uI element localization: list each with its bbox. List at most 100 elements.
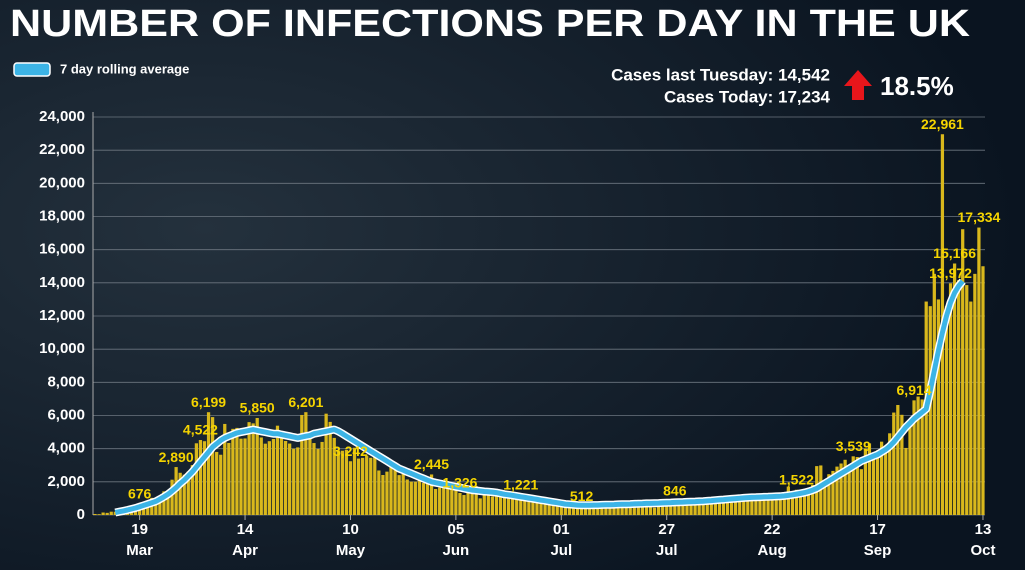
bar <box>162 491 166 515</box>
bar <box>462 495 466 515</box>
bar <box>835 466 839 515</box>
bar <box>713 497 717 515</box>
bar <box>377 470 381 515</box>
bar <box>579 506 584 515</box>
bar <box>113 511 117 515</box>
bar <box>300 414 304 515</box>
bar <box>628 504 632 515</box>
bar <box>190 465 194 515</box>
bar <box>429 474 434 515</box>
bar <box>494 495 499 515</box>
bar <box>543 498 547 515</box>
bar <box>973 273 977 515</box>
bar <box>944 306 949 515</box>
bar <box>275 425 280 515</box>
data-label: 6,914 <box>897 382 932 398</box>
bar <box>600 505 604 515</box>
y-tick-label: 18,000 <box>39 207 85 224</box>
bar <box>425 483 430 515</box>
y-tick-label: 6,000 <box>47 406 85 423</box>
x-tick-label: Sep <box>864 542 892 559</box>
bar <box>786 486 790 515</box>
bar <box>843 459 847 515</box>
data-label: 2,445 <box>414 456 449 472</box>
bar <box>547 501 551 515</box>
bar <box>413 481 417 515</box>
bar <box>267 441 271 515</box>
bar <box>482 489 486 515</box>
bar <box>365 455 369 515</box>
x-tick-label: May <box>336 542 366 559</box>
bar <box>879 441 884 515</box>
bar <box>827 474 831 515</box>
bar <box>916 396 920 515</box>
line <box>114 279 965 515</box>
bar <box>255 417 259 515</box>
bar <box>802 491 807 515</box>
data-label: 5,850 <box>240 400 275 416</box>
data-label: 3,539 <box>836 438 871 454</box>
bar <box>158 498 162 515</box>
bar <box>904 447 908 515</box>
bar <box>807 493 811 515</box>
bar <box>421 482 426 515</box>
data-label: 1,221 <box>503 476 538 492</box>
bar <box>515 497 519 515</box>
bar <box>742 498 746 515</box>
x-tick-label: 05 <box>448 521 465 538</box>
bar <box>592 505 596 515</box>
data-label: 846 <box>663 483 687 499</box>
bar <box>863 448 868 515</box>
bar <box>352 447 357 515</box>
y-tick-label: 16,000 <box>39 241 85 258</box>
bar <box>356 458 361 515</box>
bar <box>178 472 182 515</box>
bar <box>97 514 101 515</box>
data-label: 6,201 <box>288 394 323 410</box>
bar <box>774 493 778 515</box>
annotation: 18.5% <box>880 71 954 101</box>
bar <box>531 498 535 515</box>
bar <box>677 501 681 515</box>
data-label: 1,326 <box>442 475 477 491</box>
bar <box>93 514 97 515</box>
bar <box>279 433 284 515</box>
bar <box>519 494 523 515</box>
bar <box>385 471 389 515</box>
bar <box>867 443 872 515</box>
bar <box>884 449 888 515</box>
x-tick-label: Oct <box>970 542 995 559</box>
bar <box>219 454 223 515</box>
bar <box>369 457 373 515</box>
bar <box>770 497 774 515</box>
bar <box>438 487 442 515</box>
up-arrow <box>844 70 872 100</box>
data-label: 676 <box>128 485 152 501</box>
bar <box>170 479 174 515</box>
bar <box>709 499 713 515</box>
bar <box>373 455 377 515</box>
legend-label: 7 day rolling average <box>60 61 189 76</box>
bar <box>401 474 405 515</box>
bar <box>750 495 754 515</box>
bar <box>239 438 243 515</box>
bar <box>762 495 766 515</box>
bar <box>223 423 227 515</box>
bar <box>640 502 645 515</box>
bar <box>920 399 924 515</box>
x-tick-label: Aug <box>758 542 787 559</box>
bar <box>361 457 365 515</box>
bar <box>320 441 324 515</box>
plot: 0 2,000 4,000 6,000 8,000 10,000 12,000 14,000 1… <box>39 108 1000 559</box>
bar <box>198 440 203 515</box>
bar <box>446 485 450 515</box>
bar <box>693 500 697 515</box>
bar <box>555 503 559 515</box>
x-tick-label: 14 <box>237 521 254 538</box>
bar <box>871 458 876 515</box>
bar <box>734 501 738 515</box>
bar <box>288 443 292 515</box>
x-tick-label: Jun <box>443 542 470 559</box>
y-tick-label: 22,000 <box>39 141 85 158</box>
bar <box>661 502 665 515</box>
